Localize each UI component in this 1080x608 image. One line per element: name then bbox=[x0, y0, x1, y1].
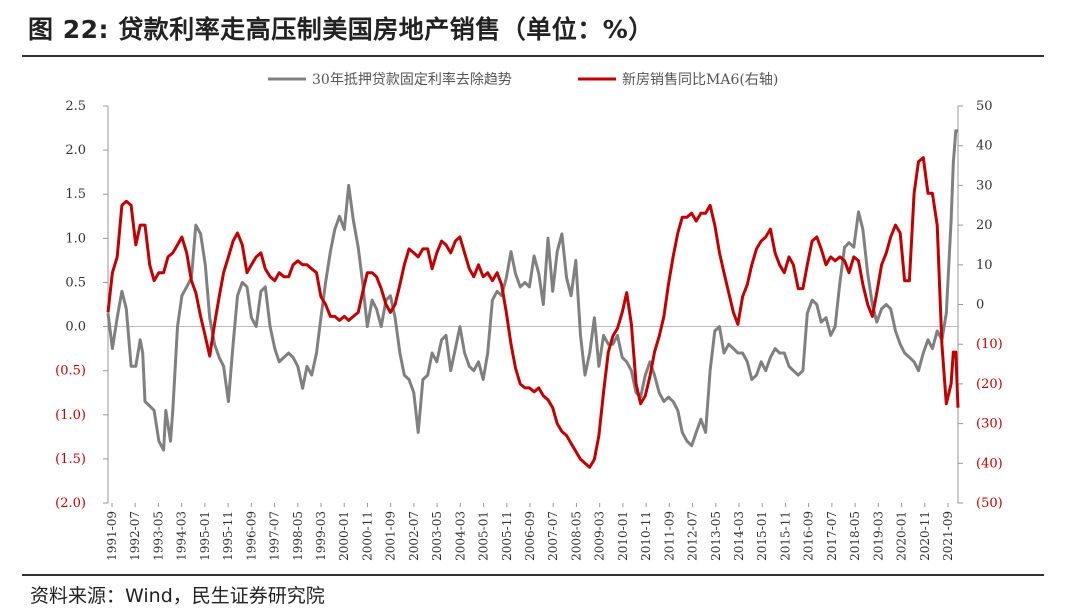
mortgage-rate-detrended-line bbox=[106, 129, 958, 452]
left-tick-label: 1.5 bbox=[65, 187, 86, 202]
x-tick-label: 2005-01 bbox=[477, 511, 491, 561]
x-tick-label: 2020-01 bbox=[895, 511, 909, 561]
x-tick-label: 1998-05 bbox=[291, 511, 305, 561]
x-tick-label: 2012-07 bbox=[686, 511, 700, 561]
legend-label-sales: 新房销售同比MA6(右轴) bbox=[622, 72, 778, 88]
bottom-divider bbox=[22, 574, 1044, 576]
x-axis: 1991-09 1992-07 1993-05 1994-03 1995-01 1995-… bbox=[105, 503, 955, 561]
right-tick-label: 50 bbox=[976, 99, 993, 114]
x-tick-label: 2005-11 bbox=[500, 511, 514, 561]
left-tick-label: 1.0 bbox=[65, 231, 86, 246]
left-tick-label: 2.5 bbox=[65, 99, 86, 114]
legend-label-mortgage: 30年抵押贷款固定利率去除趋势 bbox=[312, 71, 512, 88]
x-tick-label: 1993-05 bbox=[151, 511, 165, 561]
x-tick-label: 2018-05 bbox=[848, 511, 862, 561]
x-tick-label: 2010-11 bbox=[639, 511, 653, 561]
right-axis: 50 40 30 20 10 0 (10) (20) (30) (40) (50) bbox=[958, 99, 1003, 511]
right-tick-label: (50) bbox=[976, 496, 1003, 511]
line-chart: 30年抵押贷款固定利率去除趋势 新房销售同比MA6(右轴) 2.5 2.0 1.5 1.… bbox=[55, 71, 1003, 561]
x-tick-label: 2007-07 bbox=[546, 511, 560, 561]
x-tick-label: 2015-11 bbox=[778, 511, 792, 561]
new-home-sales-yoy-line bbox=[106, 156, 960, 469]
right-tick-label: (10) bbox=[976, 337, 1003, 352]
x-tick-label: 2001-09 bbox=[384, 511, 398, 561]
x-tick-label: 1999-03 bbox=[314, 511, 328, 561]
right-tick-label: 10 bbox=[976, 258, 993, 273]
x-tick-label: 1996-09 bbox=[244, 511, 258, 561]
x-tick-label: 2013-05 bbox=[709, 511, 723, 561]
right-tick-label: 20 bbox=[976, 218, 993, 233]
x-tick-label: 1997-07 bbox=[268, 511, 282, 561]
right-tick-label: 30 bbox=[976, 178, 993, 193]
left-tick-label: 0.5 bbox=[65, 275, 86, 290]
x-tick-label: 2004-03 bbox=[453, 511, 467, 561]
source-note: 资料来源：Wind，民生证券研究院 bbox=[30, 585, 325, 607]
right-tick-label: (30) bbox=[976, 417, 1003, 432]
x-tick-label: 2016-09 bbox=[802, 511, 816, 561]
x-tick-label: 2006-09 bbox=[523, 511, 537, 561]
x-tick-label: 1992-07 bbox=[128, 511, 142, 561]
x-tick-label: 1995-11 bbox=[221, 511, 235, 561]
x-tick-label: 1994-03 bbox=[175, 511, 189, 561]
chart-title: 图 22: 贷款利率走高压制美国房地产销售（单位：%） bbox=[28, 15, 654, 44]
x-tick-label: 2021-09 bbox=[941, 511, 955, 561]
legend: 30年抵押贷款固定利率去除趋势 新房销售同比MA6(右轴) bbox=[268, 71, 778, 88]
x-tick-label: 2015-01 bbox=[755, 511, 769, 561]
x-tick-label: 2009-03 bbox=[593, 511, 607, 561]
x-tick-label: 2003-05 bbox=[430, 511, 444, 561]
right-tick-label: (40) bbox=[976, 456, 1003, 471]
right-tick-label: (20) bbox=[976, 377, 1003, 392]
left-axis: 2.5 2.0 1.5 1.0 0.5 0.0 (0.5) (1.0) (1.5) (2.0) bbox=[55, 99, 108, 511]
left-tick-label: (0.5) bbox=[55, 364, 86, 379]
left-tick-label: (1.0) bbox=[55, 408, 86, 423]
x-tick-label: 2008-05 bbox=[569, 511, 583, 561]
x-tick-label: 1991-09 bbox=[105, 511, 119, 561]
left-tick-label: 2.0 bbox=[65, 143, 86, 158]
left-tick-label: (2.0) bbox=[55, 496, 86, 511]
x-tick-label: 2014-03 bbox=[732, 511, 746, 561]
x-tick-label: 2000-01 bbox=[337, 511, 351, 561]
right-tick-label: 40 bbox=[976, 139, 993, 154]
x-tick-label: 2017-07 bbox=[825, 511, 839, 561]
x-tick-label: 2020-11 bbox=[918, 511, 932, 561]
left-tick-label: 0.0 bbox=[65, 320, 86, 335]
x-tick-label: 2000-11 bbox=[360, 511, 374, 561]
left-tick-label: (1.5) bbox=[55, 452, 86, 467]
right-tick-label: 0 bbox=[976, 298, 984, 313]
x-tick-label: 1995-01 bbox=[198, 511, 212, 561]
x-tick-label: 2010-01 bbox=[616, 511, 630, 561]
series-lines bbox=[106, 129, 960, 469]
x-tick-label: 2019-03 bbox=[871, 511, 885, 561]
x-tick-label: 2011-09 bbox=[662, 511, 676, 561]
x-tick-label: 2002-07 bbox=[407, 511, 421, 561]
top-divider bbox=[22, 55, 1044, 57]
